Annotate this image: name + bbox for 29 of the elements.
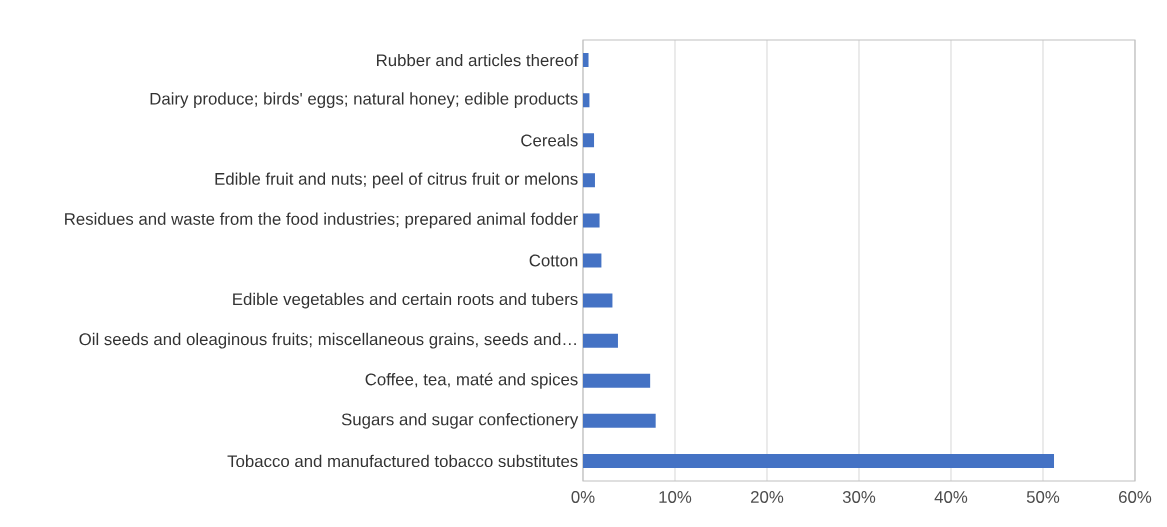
- x-tick-label: 10%: [659, 491, 692, 503]
- bar: [583, 373, 651, 388]
- y-tick-label: Sugars and sugar confectionery: [341, 413, 579, 429]
- x-tick-label: 50%: [1026, 491, 1060, 503]
- y-tick-label: Dairy produce; birds' eggs; natural honey; edible products: [150, 92, 578, 108]
- y-tick-label: Cereals: [521, 134, 578, 147]
- bar: [583, 253, 602, 268]
- y-tick-label: Edible fruit and nuts; peel of citrus fruit or melons: [215, 172, 578, 189]
- y-tick-label: Cotton: [529, 254, 578, 267]
- bar: [583, 133, 595, 148]
- y-tick-label: Residues and waste from the food industries; prepared animal fodder: [65, 212, 578, 229]
- y-tick-label: Rubber and articles thereof: [377, 53, 579, 67]
- y-tick-label: Oil seeds and oleaginous fruits; miscellaneous grains, seeds and…: [79, 332, 576, 349]
- x-tick-label: 30%: [842, 491, 876, 503]
- y-tick-label: Edible vegetables and certain roots and tubers: [233, 292, 578, 309]
- x-tick-label: 0%: [571, 491, 595, 503]
- y-tick-label: Tobacco and manufactured tobacco substitutes: [227, 454, 578, 468]
- x-tick-label: 40%: [934, 491, 968, 503]
- bar: [583, 93, 590, 108]
- bar: [583, 333, 618, 348]
- y-tick-label: Coffee, tea, maté and spices: [365, 372, 578, 389]
- bar: [583, 293, 613, 308]
- x-tick-label: 20%: [751, 491, 784, 503]
- x-tick-label: 60%: [1119, 491, 1152, 503]
- bar: [583, 53, 589, 68]
- bar: [583, 173, 595, 188]
- bar: [583, 213, 600, 228]
- bar: [583, 413, 656, 428]
- bar: [583, 453, 1055, 468]
